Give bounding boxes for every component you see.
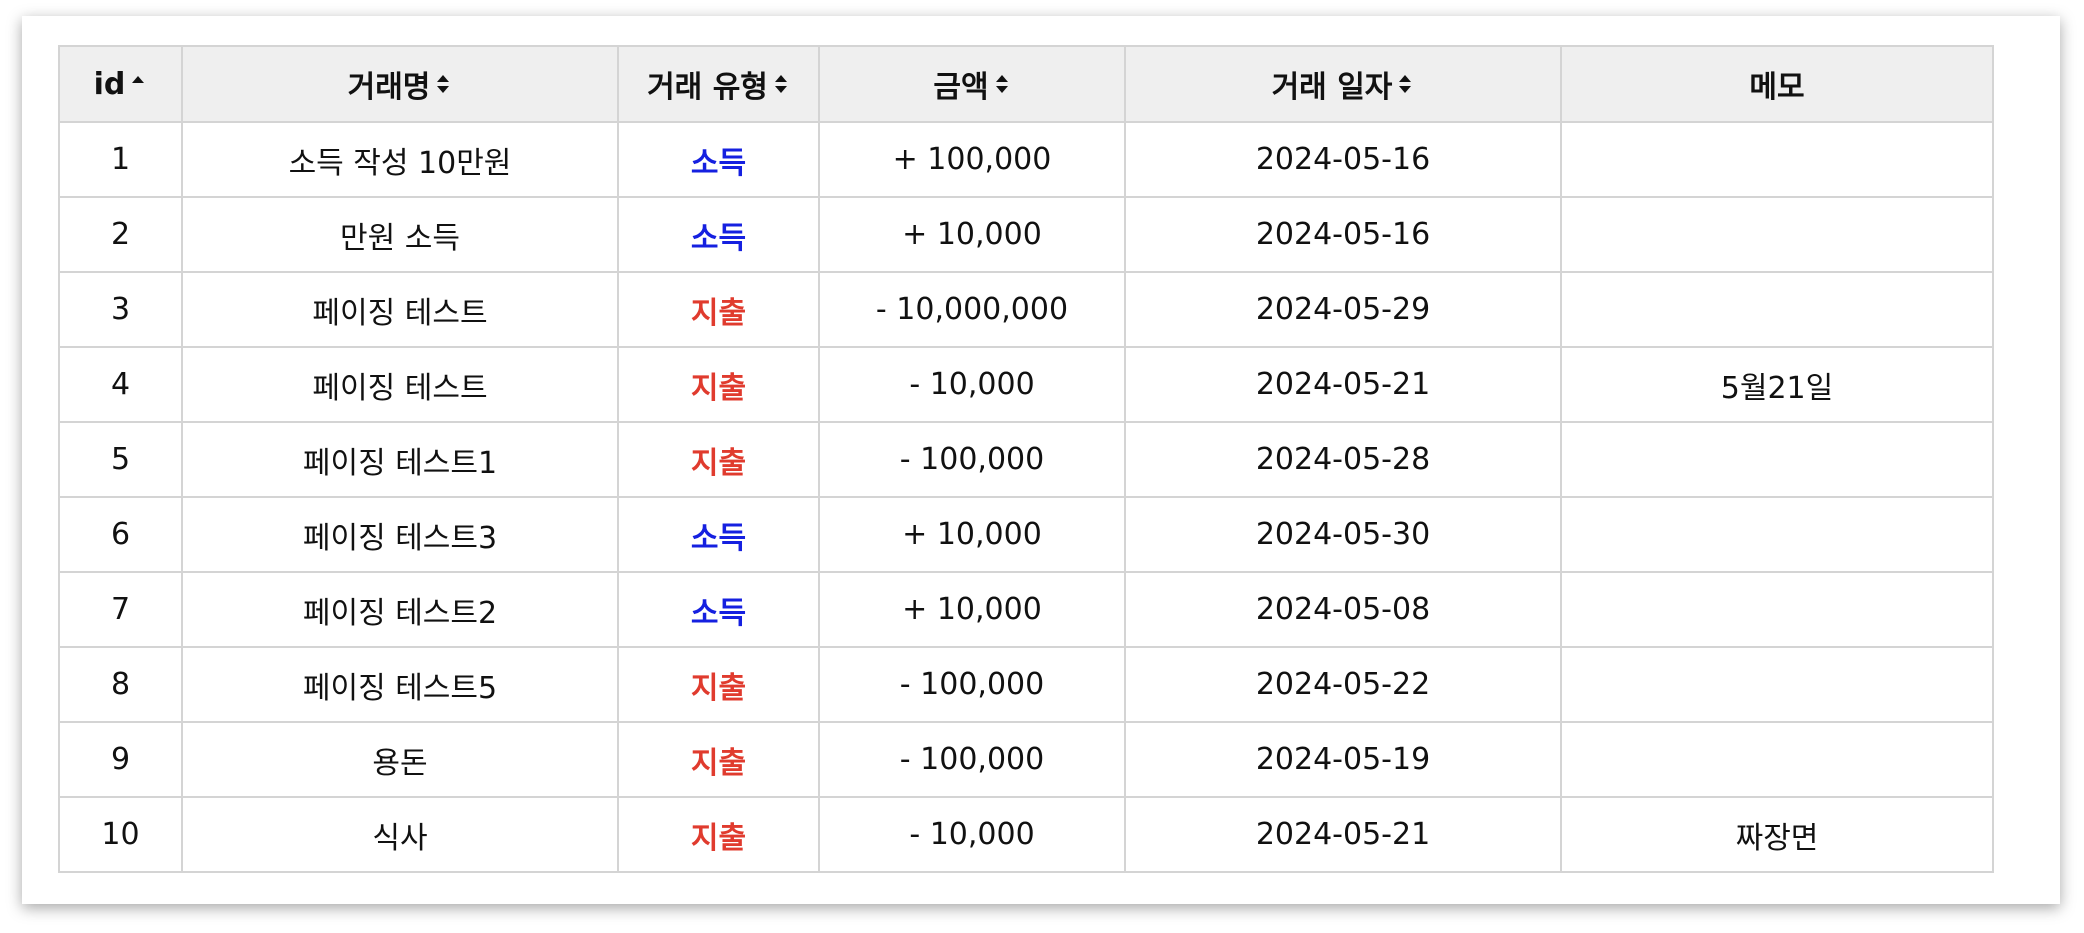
cell-amount: + 10,000 — [818, 496, 1126, 573]
table-row[interactable]: 8 페이징 테스트5 지출 - 100,000 2024-05-22 — [58, 646, 1994, 723]
cell-memo — [1560, 121, 1994, 198]
cell-name: 페이징 테스트3 — [181, 496, 619, 573]
column-header-label: 거래 일자 — [1271, 70, 1393, 105]
cell-type: 지출 — [617, 721, 820, 798]
table-card: id 거래명 거래 유형 금액 거래 일자 메모 1 소득 작성 10만원 소득 + 100,0… — [22, 16, 2060, 904]
cell-id: 9 — [58, 721, 183, 798]
cell-memo — [1560, 271, 1994, 348]
cell-memo — [1560, 421, 1994, 498]
cell-memo: 짜장면 — [1560, 796, 1994, 873]
cell-name: 페이징 테스트 — [181, 271, 619, 348]
cell-id: 7 — [58, 571, 183, 648]
cell-id: 4 — [58, 346, 183, 423]
cell-amount: - 100,000 — [818, 721, 1126, 798]
sort-icon[interactable] — [995, 73, 1011, 95]
column-header-label: 거래명 — [347, 70, 431, 105]
cell-amount: + 100,000 — [818, 121, 1126, 198]
cell-type: 지출 — [617, 646, 820, 723]
cell-memo: 5월21일 — [1560, 346, 1994, 423]
cell-amount: - 10,000,000 — [818, 271, 1126, 348]
table-header-row: id 거래명 거래 유형 금액 거래 일자 메모 — [58, 45, 1994, 123]
cell-date: 2024-05-08 — [1124, 571, 1562, 648]
column-header-label: 거래 유형 — [647, 70, 768, 105]
cell-type: 지출 — [617, 796, 820, 873]
cell-amount: - 10,000 — [818, 346, 1126, 423]
column-header-label: 메모 — [1749, 70, 1805, 105]
column-header-memo: 메모 — [1560, 45, 1994, 123]
cell-amount: - 100,000 — [818, 421, 1126, 498]
cell-id: 6 — [58, 496, 183, 573]
cell-amount: - 100,000 — [818, 646, 1126, 723]
cell-name: 용돈 — [181, 721, 619, 798]
table-row[interactable]: 4 페이징 테스트 지출 - 10,000 2024-05-21 5월21일 — [58, 346, 1994, 423]
sort-icon[interactable] — [774, 73, 790, 95]
table-row[interactable]: 2 만원 소득 소득 + 10,000 2024-05-16 — [58, 196, 1994, 273]
cell-name: 만원 소득 — [181, 196, 619, 273]
cell-id: 8 — [58, 646, 183, 723]
cell-name: 식사 — [181, 796, 619, 873]
cell-id: 10 — [58, 796, 183, 873]
table-body: 1 소득 작성 10만원 소득 + 100,000 2024-05-16 2 만원 소득 소득… — [58, 121, 1994, 873]
cell-name: 페이징 테스트 — [181, 346, 619, 423]
table-row[interactable]: 5 페이징 테스트1 지출 - 100,000 2024-05-28 — [58, 421, 1994, 498]
cell-date: 2024-05-21 — [1124, 346, 1562, 423]
sort-ascending-icon[interactable] — [131, 75, 147, 93]
table-row[interactable]: 6 페이징 테스트3 소득 + 10,000 2024-05-30 — [58, 496, 1994, 573]
cell-type: 지출 — [617, 346, 820, 423]
cell-date: 2024-05-30 — [1124, 496, 1562, 573]
cell-amount: + 10,000 — [818, 571, 1126, 648]
column-header-label: id — [93, 66, 126, 102]
cell-amount: - 10,000 — [818, 796, 1126, 873]
cell-memo — [1560, 496, 1994, 573]
cell-name: 페이징 테스트5 — [181, 646, 619, 723]
cell-date: 2024-05-22 — [1124, 646, 1562, 723]
transactions-table: id 거래명 거래 유형 금액 거래 일자 메모 1 소득 작성 10만원 소득 + 100,0… — [58, 45, 1994, 873]
cell-date: 2024-05-16 — [1124, 121, 1562, 198]
sort-icon[interactable] — [436, 73, 452, 95]
cell-date: 2024-05-16 — [1124, 196, 1562, 273]
column-header-name[interactable]: 거래명 — [181, 45, 619, 123]
cell-type: 소득 — [617, 571, 820, 648]
table-row[interactable]: 3 페이징 테스트 지출 - 10,000,000 2024-05-29 — [58, 271, 1994, 348]
column-header-type[interactable]: 거래 유형 — [617, 45, 820, 123]
cell-memo — [1560, 196, 1994, 273]
table-row[interactable]: 1 소득 작성 10만원 소득 + 100,000 2024-05-16 — [58, 121, 1994, 198]
cell-name: 페이징 테스트2 — [181, 571, 619, 648]
cell-date: 2024-05-29 — [1124, 271, 1562, 348]
cell-memo — [1560, 571, 1994, 648]
cell-type: 소득 — [617, 121, 820, 198]
column-header-amount[interactable]: 금액 — [818, 45, 1126, 123]
column-header-date[interactable]: 거래 일자 — [1124, 45, 1562, 123]
cell-name: 소득 작성 10만원 — [181, 121, 619, 198]
cell-date: 2024-05-19 — [1124, 721, 1562, 798]
cell-memo — [1560, 646, 1994, 723]
cell-name: 페이징 테스트1 — [181, 421, 619, 498]
cell-id: 3 — [58, 271, 183, 348]
cell-id: 2 — [58, 196, 183, 273]
table-row[interactable]: 10 식사 지출 - 10,000 2024-05-21 짜장면 — [58, 796, 1994, 873]
column-header-label: 금액 — [933, 70, 989, 105]
cell-date: 2024-05-28 — [1124, 421, 1562, 498]
column-header-id[interactable]: id — [58, 45, 183, 123]
cell-id: 1 — [58, 121, 183, 198]
cell-type: 소득 — [617, 196, 820, 273]
table-row[interactable]: 7 페이징 테스트2 소득 + 10,000 2024-05-08 — [58, 571, 1994, 648]
cell-type: 소득 — [617, 496, 820, 573]
cell-memo — [1560, 721, 1994, 798]
cell-id: 5 — [58, 421, 183, 498]
cell-type: 지출 — [617, 271, 820, 348]
cell-amount: + 10,000 — [818, 196, 1126, 273]
cell-date: 2024-05-21 — [1124, 796, 1562, 873]
sort-icon[interactable] — [1398, 73, 1414, 95]
cell-type: 지출 — [617, 421, 820, 498]
table-row[interactable]: 9 용돈 지출 - 100,000 2024-05-19 — [58, 721, 1994, 798]
